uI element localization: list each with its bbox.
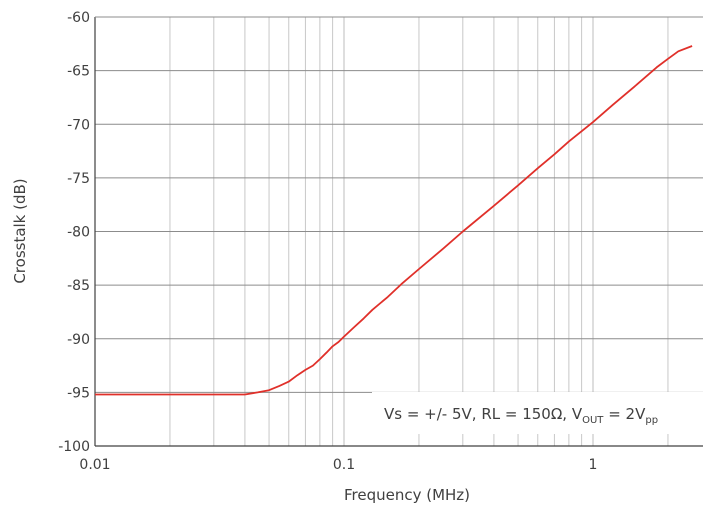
- annotation-prefix: Vs = +/- 5V, RL = 150Ω, V: [384, 405, 583, 423]
- y-tick-label: -70: [67, 117, 90, 133]
- x-axis-title: Frequency (MHz): [344, 486, 470, 504]
- y-tick-label: -85: [67, 278, 90, 294]
- x-tick-labels: 0.01 0.1 1: [79, 457, 597, 473]
- y-tick-label: -80: [67, 225, 90, 241]
- annotation-background: [372, 392, 703, 434]
- y-tick-label: -100: [58, 439, 90, 455]
- y-tick-label: -75: [67, 171, 90, 187]
- y-tick-label: -60: [67, 10, 90, 26]
- series-line: [95, 45, 693, 396]
- y-tick-label: -95: [67, 385, 90, 401]
- x-tick-label: 0.1: [333, 457, 355, 473]
- x-tick-label: 0.01: [79, 457, 110, 473]
- series-layer: [95, 45, 693, 396]
- x-tick-label: 1: [589, 457, 598, 473]
- y-tick-label: -90: [67, 332, 90, 348]
- annotation-middle: = 2V: [603, 405, 646, 423]
- annotation-subscript-out: OUT: [582, 415, 604, 426]
- annotation-text: Vs = +/- 5V, RL = 150Ω, VOUT = 2Vpp: [384, 405, 658, 426]
- y-tick-labels: -60 -65 -70 -75 -80 -85 -90 -95 -100: [58, 10, 90, 455]
- y-tick-label: -65: [67, 64, 90, 80]
- annotation-box: Vs = +/- 5V, RL = 150Ω, VOUT = 2Vpp: [372, 392, 703, 434]
- annotation-subscript-pp: pp: [645, 415, 658, 426]
- y-axis-title: Crosstalk (dB): [11, 178, 29, 283]
